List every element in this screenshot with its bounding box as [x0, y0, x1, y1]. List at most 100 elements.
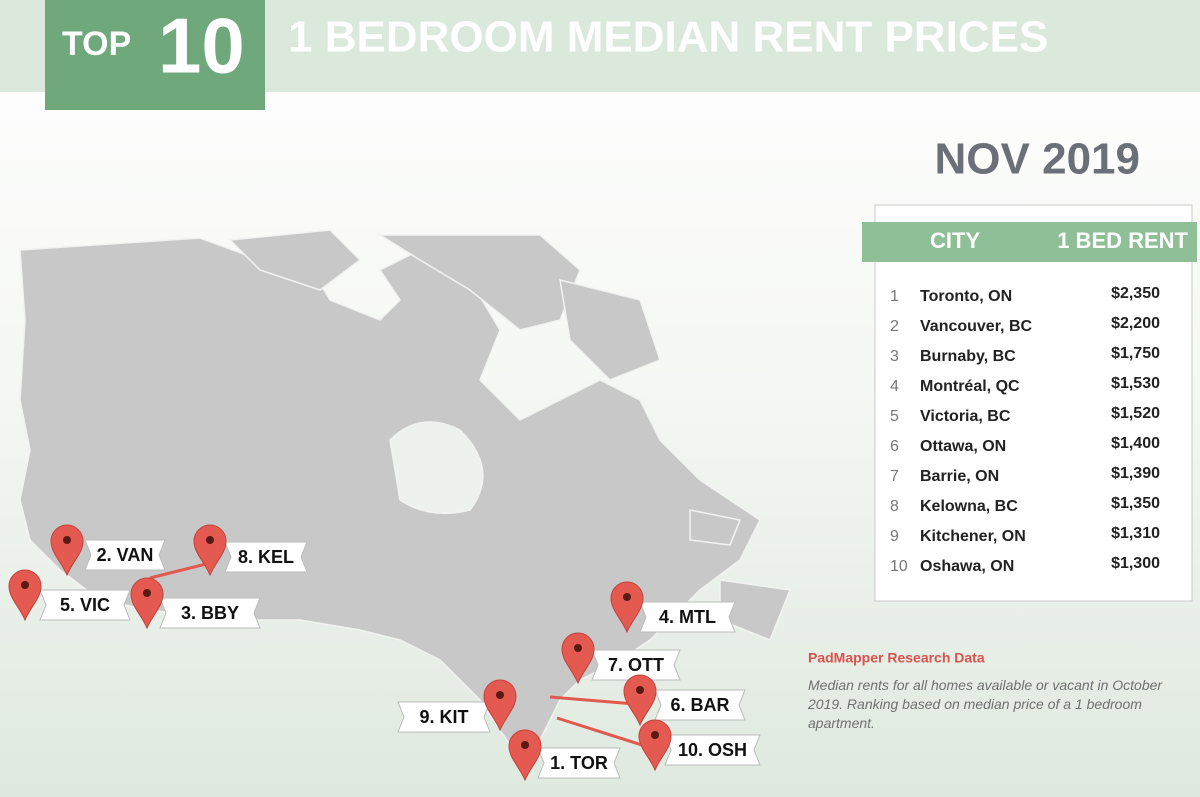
pin-dot [636, 686, 644, 694]
pin [130, 577, 164, 630]
pin-group: 3. BBY [130, 577, 261, 630]
pin [610, 581, 644, 634]
title: 1 BEDROOM MEDIAN RENT PRICES [288, 13, 1048, 62]
pin [483, 679, 517, 732]
pin-dot [496, 691, 504, 699]
city: Oshawa, ON [920, 558, 1014, 575]
pin-label: 4. MTL [659, 607, 716, 627]
rank: 8 [890, 498, 899, 515]
connector [549, 695, 636, 706]
pin-label: 7. OTT [608, 655, 664, 675]
badge [45, 0, 265, 110]
pin-label: 3. BBY [181, 603, 239, 623]
pin [508, 729, 542, 782]
rent: $1,530 [1111, 375, 1160, 392]
pin-dot [143, 589, 151, 597]
rent: $1,310 [1111, 525, 1160, 542]
city: Montréal, QC [920, 378, 1020, 395]
island [559, 278, 661, 381]
pin [8, 569, 42, 622]
city: Toronto, ON [920, 288, 1012, 305]
rank: 3 [890, 348, 899, 365]
pin [193, 524, 227, 577]
rent: $2,350 [1111, 285, 1160, 302]
pin-dot [521, 741, 529, 749]
source-note: Median rents for all homes available or … [808, 677, 1163, 731]
island [377, 234, 581, 331]
table-rows: 1 Toronto, ON $2,350 2 Vancouver, BC $2,200 3 B… [890, 285, 1160, 575]
label-box [639, 601, 736, 633]
source-title: PadMapper Research Data [808, 650, 985, 666]
hudson-bay [389, 421, 484, 515]
pin-group: 5. VIC [8, 569, 131, 622]
label-box [159, 597, 261, 629]
island [228, 229, 362, 291]
rank: 2 [890, 318, 899, 335]
pin [638, 719, 672, 772]
pins: 2. VAN 8. KEL 5. VIC 3. BBY 4. MTL 7. OTT 6. B… [8, 524, 761, 782]
label-box [654, 689, 746, 721]
rent: $1,400 [1111, 435, 1160, 452]
pin-label: 2. VAN [97, 545, 154, 565]
rent: $1,520 [1111, 405, 1160, 422]
rank: 10 [890, 558, 908, 575]
pin-group: 8. KEL [193, 524, 308, 577]
rank: 1 [890, 288, 899, 305]
label-box [664, 734, 761, 766]
pin-dot [651, 731, 659, 739]
pin-label: 10. OSH [678, 740, 747, 760]
city: Ottawa, ON [920, 438, 1006, 455]
pin-label: 5. VIC [60, 595, 110, 615]
pin [50, 524, 84, 577]
pin-group: 6. BAR [623, 674, 746, 727]
pin-label: 8. KEL [238, 547, 294, 567]
label-box [591, 649, 681, 681]
pin-dot [574, 644, 582, 652]
label-box [537, 747, 621, 779]
rent: $1,750 [1111, 345, 1160, 362]
pin-dot [206, 536, 214, 544]
city: Barrie, ON [920, 468, 999, 485]
city: Kitchener, ON [920, 528, 1026, 545]
rank: 9 [890, 528, 899, 545]
column-header: 1 BED RENT [1057, 228, 1188, 253]
table-header [862, 222, 1197, 262]
pin-group: 9. KIT [397, 679, 517, 733]
pin-group: 2. VAN [50, 524, 166, 577]
column-header: CITY [930, 228, 980, 253]
badge-top: TOP [62, 25, 131, 63]
city: Vancouver, BC [920, 318, 1032, 335]
badge-number: 10 [158, 2, 245, 90]
rent: $1,390 [1111, 465, 1160, 482]
pin-group: 7. OTT [561, 632, 681, 685]
city: Kelowna, BC [920, 498, 1018, 515]
date: NOV 2019 [935, 135, 1140, 184]
pin-label: 1. TOR [550, 753, 608, 773]
pin-label: 9. KIT [419, 707, 468, 727]
connector [149, 561, 211, 580]
pin [561, 632, 595, 685]
pin-group: 10. OSH [638, 719, 761, 772]
pin-dot [21, 581, 29, 589]
pin-group: 1. TOR [508, 729, 621, 782]
table-box [874, 204, 1193, 602]
rent: $1,300 [1111, 555, 1160, 572]
rank: 5 [890, 408, 899, 425]
connector [556, 716, 646, 748]
label-box [224, 541, 308, 573]
pin-dot [623, 593, 631, 601]
pin-dot [63, 536, 71, 544]
pin-group: 4. MTL [610, 581, 736, 634]
city: Victoria, BC [920, 408, 1011, 425]
pin [623, 674, 657, 727]
rank: 7 [890, 468, 899, 485]
rank: 6 [890, 438, 899, 455]
island [689, 509, 742, 546]
label-box [84, 539, 166, 571]
pin-label: 6. BAR [670, 695, 729, 715]
rent: $1,350 [1111, 495, 1160, 512]
rent: $2,200 [1111, 315, 1160, 332]
city: Burnaby, BC [920, 348, 1016, 365]
